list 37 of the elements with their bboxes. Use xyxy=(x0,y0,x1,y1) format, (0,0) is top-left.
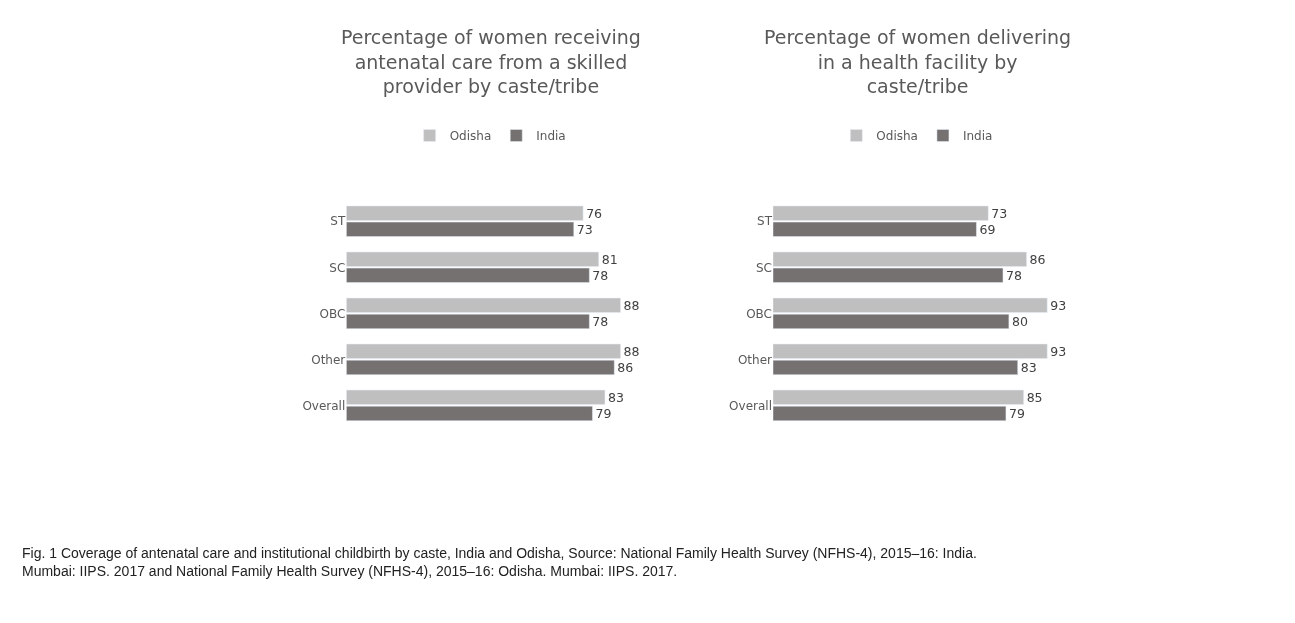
y-tick-label: ST xyxy=(330,214,346,229)
data-label: 79 xyxy=(595,405,612,421)
data-label: 79 xyxy=(1008,405,1025,421)
legend-label: India xyxy=(536,129,566,144)
data-label: 85 xyxy=(1026,389,1043,405)
y-tick-label: OBC xyxy=(746,306,772,321)
y-tick-label: Overall xyxy=(302,398,346,413)
y-tick-label: Other xyxy=(737,352,773,367)
data-label: 93 xyxy=(1050,297,1067,313)
data-label: 88 xyxy=(623,343,640,359)
data-label: 83 xyxy=(607,389,624,405)
data-label: 93 xyxy=(1050,343,1067,359)
data-label: 83 xyxy=(1020,359,1037,375)
data-label: 78 xyxy=(592,267,609,283)
y-tick-label: SC xyxy=(756,260,772,275)
y-tick-label: ST xyxy=(757,214,773,229)
legend-label: Odisha xyxy=(876,129,918,144)
data-label: 78 xyxy=(592,313,609,329)
y-tick-label: Overall xyxy=(729,398,772,413)
caption: Fig. 1 Coverage of antenatal care and institutional childbirth by caste, India and Odisha, Source: National Family Health Survey (NFHS-4), 2015–16: India. Mumbai: IIPS. 2017 and National Family Health Survey (NFHS-4), 2015–16: Odisha. Mumbai: IIPS. 2017. xyxy=(22,545,977,580)
data-label: 86 xyxy=(1029,251,1046,267)
legend-label: Odisha xyxy=(449,129,492,144)
chart-title: Percentage of women delivering in a health facility by caste/tribe xyxy=(764,26,1072,98)
data-label: 78 xyxy=(1006,267,1022,283)
legend-label: India xyxy=(962,129,993,144)
data-label: 73 xyxy=(576,221,593,237)
data-label: 73 xyxy=(991,205,1008,221)
y-tick-label: OBC xyxy=(319,306,346,321)
data-label: 86 xyxy=(617,359,634,375)
data-label: 81 xyxy=(601,251,618,267)
data-label: 69 xyxy=(979,221,996,237)
data-label: 76 xyxy=(586,205,603,221)
y-tick-label: SC xyxy=(329,260,346,275)
data-label: 88 xyxy=(623,297,640,313)
y-tick-label: Other xyxy=(311,352,346,367)
chart-title: Percentage of women receiving antenatal care from a skilled provider by caste/tribe xyxy=(341,26,641,98)
data-label: 80 xyxy=(1011,313,1028,329)
